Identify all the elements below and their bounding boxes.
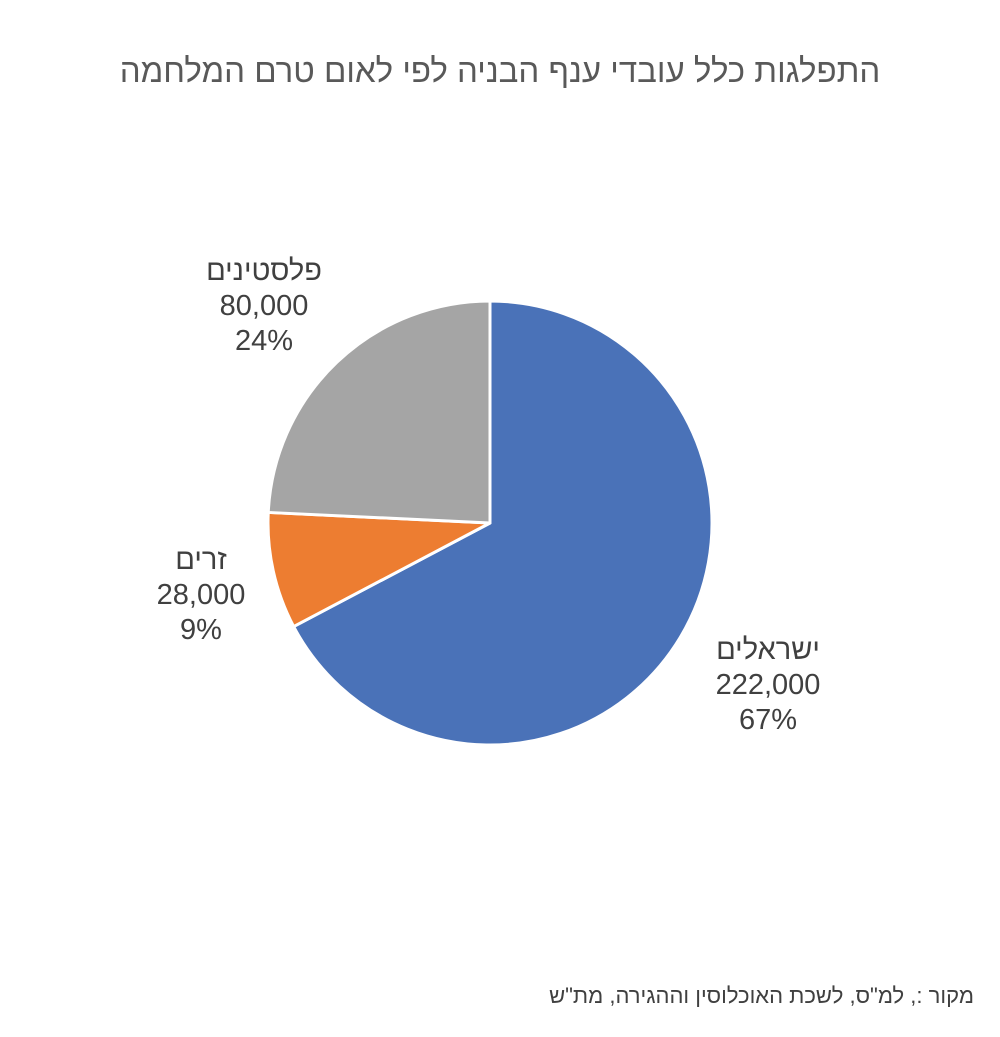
pie-slice-palestinians (266, 299, 492, 525)
chart-title: התפלגות כלל עובדי ענף הבניה לפי לאום טרם… (119, 52, 881, 89)
slice-label-palestinians: פלסטינים 80,000 24% (189, 254, 339, 359)
slice-label-name: פלסטינים (206, 255, 322, 287)
slice-label-name: זרים (175, 544, 227, 576)
slice-label-value: 222,000 (715, 669, 821, 701)
slice-label-name: ישראלים (716, 634, 820, 666)
slice-label-percent: 67% (738, 704, 798, 736)
slice-label-value: 80,000 (219, 290, 309, 322)
source-note: מקור :, למ"ס, לשכת האוכלוסין וההגירה, מת… (549, 983, 974, 1008)
pie-slice-foreigners (266, 510, 492, 629)
slice-label-percent: 24% (234, 325, 294, 357)
slice-label-percent: 9% (180, 614, 222, 646)
slice-label-israelis: ישראלים 222,000 67% (693, 633, 843, 738)
slice-label-foreigners: זרים 28,000 9% (136, 543, 266, 648)
pie-slice-israelis (292, 299, 714, 747)
slice-label-value: 28,000 (156, 579, 246, 611)
